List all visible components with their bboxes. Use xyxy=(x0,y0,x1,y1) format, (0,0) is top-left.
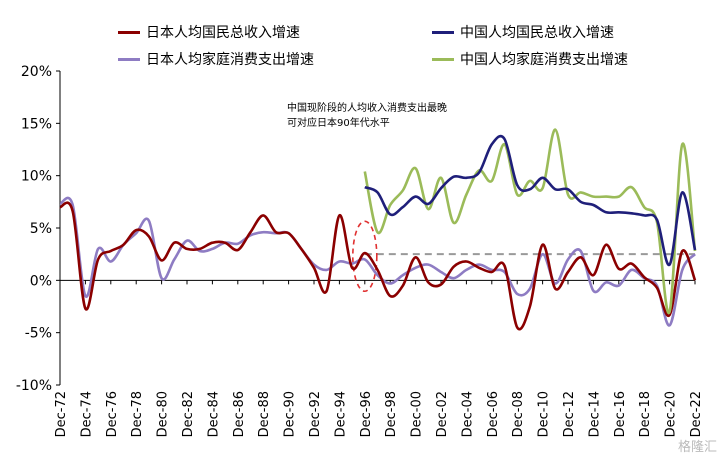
y-tick-label: 5% xyxy=(30,221,52,237)
legend-japan-gni: 日本人均国民总收入增速 xyxy=(118,22,300,42)
x-tick-label: Dec-18 xyxy=(638,391,653,437)
x-tick-label: Dec-72 xyxy=(54,391,69,437)
x-tick-label: Dec-88 xyxy=(257,391,272,437)
x-tick-label: Dec-14 xyxy=(587,391,602,437)
legend-china-gni: 中国人均国民总收入增速 xyxy=(432,22,614,42)
legend-japan-consumption: 日本人均家庭消费支出增速 xyxy=(118,49,314,69)
x-tick-label: Dec-80 xyxy=(156,391,171,437)
x-tick-label: Dec-20 xyxy=(664,391,679,437)
x-tick-label: Dec-16 xyxy=(613,391,628,437)
x-tick-label: Dec-84 xyxy=(206,391,221,437)
x-tick-label: Dec-74 xyxy=(79,391,94,437)
x-tick-label: Dec-10 xyxy=(537,391,552,437)
series-line-japan-gni xyxy=(59,201,697,331)
annotation-line-1: 中国现阶段的人均收入消费支出最晚 xyxy=(287,101,447,114)
reference-layer xyxy=(351,220,695,293)
x-tick-label: Dec-04 xyxy=(460,391,475,437)
x-tick-label: Dec-00 xyxy=(410,391,425,437)
x-tick-label: Dec-82 xyxy=(181,391,196,437)
y-tick-label: -10% xyxy=(16,378,52,394)
legend-label: 中国人均国民总收入增速 xyxy=(460,25,614,41)
legend-china-consumption: 中国人均家庭消费支出增速 xyxy=(432,49,628,69)
legend-label: 日本人均国民总收入增速 xyxy=(146,25,300,41)
x-tick-label: Dec-98 xyxy=(384,391,399,437)
series-line-china-consumption xyxy=(363,128,697,315)
x-tick-label: Dec-12 xyxy=(562,391,577,437)
x-tick-label: Dec-86 xyxy=(232,391,247,437)
x-tick-label: Dec-02 xyxy=(435,391,450,437)
y-tick-label: 20% xyxy=(21,64,52,80)
y-tick-label: 15% xyxy=(21,116,52,132)
x-tick-label: Dec-06 xyxy=(486,391,501,437)
series-group xyxy=(59,128,697,331)
x-tick-label: Dec-96 xyxy=(359,391,374,437)
legend-swatch xyxy=(432,57,454,61)
x-tick-label: Dec-22 xyxy=(689,391,704,437)
watermark-logo: 格隆汇 xyxy=(677,440,717,455)
series-line-japan-consumption xyxy=(59,196,697,327)
x-tick-label: Dec-76 xyxy=(105,391,120,437)
annotation-line-2: 可对应日本90年代水平 xyxy=(287,116,390,129)
x-tick-label: Dec-90 xyxy=(283,391,298,437)
x-tick-label: Dec-08 xyxy=(511,391,526,437)
legend-label: 中国人均家庭消费支出增速 xyxy=(460,52,628,68)
highlight-ellipse xyxy=(351,220,378,293)
y-tick-label: 0% xyxy=(30,273,52,289)
legend-swatch xyxy=(118,30,140,34)
x-tick-label: Dec-78 xyxy=(130,391,145,437)
legend-label: 日本人均家庭消费支出增速 xyxy=(146,52,314,68)
legend-swatch xyxy=(432,30,454,34)
axes-group: 20% 15% 10% 5% 0% -5% -10%Dec-72 Dec-74 Dec-76 De… xyxy=(16,64,704,437)
annotation-layer: 中国现阶段的人均收入消费支出最晚 可对应日本90年代水平 xyxy=(287,101,447,129)
y-tick-label: -5% xyxy=(25,326,52,342)
x-tick-label: Dec-92 xyxy=(308,391,323,437)
x-tick-label: Dec-94 xyxy=(333,391,348,437)
y-tick-label: 10% xyxy=(21,169,52,185)
legend-swatch xyxy=(118,57,140,61)
series-line-china-gni xyxy=(364,134,697,266)
